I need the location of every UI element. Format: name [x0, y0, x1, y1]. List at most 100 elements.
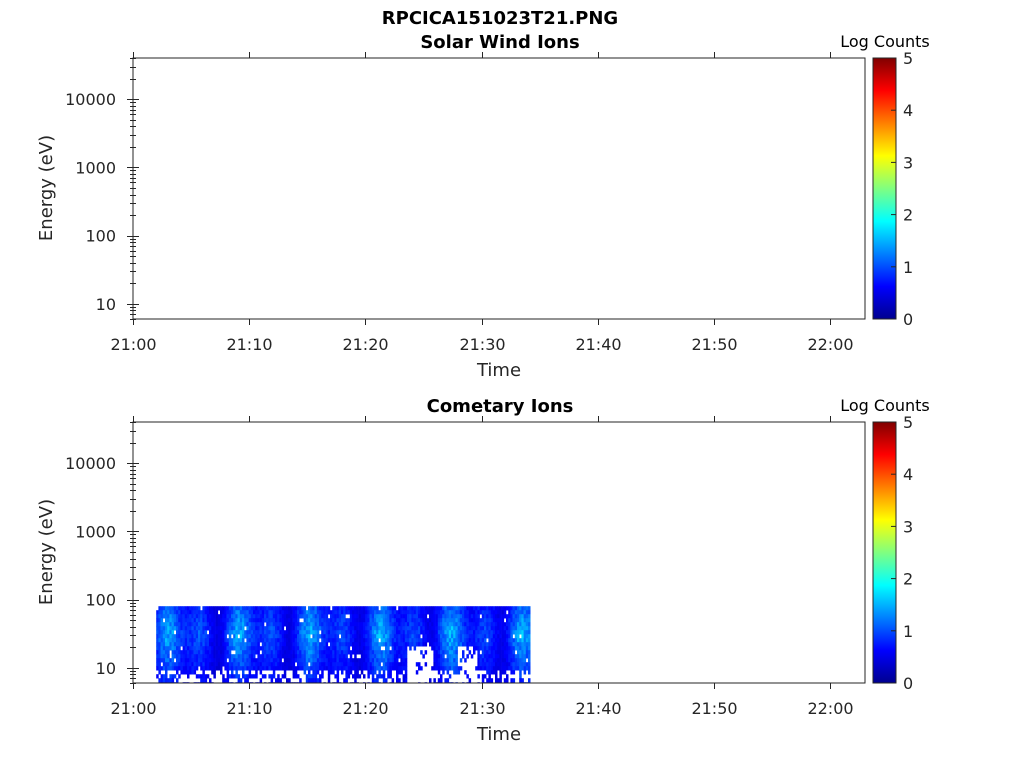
heatmap-cell	[319, 650, 322, 655]
heatmap-cell	[407, 606, 410, 611]
heatmap-cell	[508, 658, 511, 663]
heatmap-cell	[160, 622, 164, 627]
heatmap-cell	[266, 642, 269, 647]
heatmap-cell	[310, 674, 313, 679]
heatmap-cell	[398, 662, 401, 667]
heatmap-cell	[433, 650, 436, 655]
heatmap-cell	[171, 630, 175, 635]
heatmap-cell	[231, 658, 234, 663]
heatmap-cell	[429, 614, 432, 619]
heatmap-cell	[475, 622, 478, 627]
heatmap-cell	[523, 634, 527, 639]
heatmap-cell	[338, 610, 342, 615]
heatmap-cell	[508, 646, 511, 651]
heatmap-cell	[466, 614, 469, 619]
heatmap-cell	[336, 674, 340, 679]
heatmap-cell	[169, 666, 172, 671]
heatmap-cell	[178, 626, 181, 631]
heatmap-cell	[365, 638, 368, 643]
heatmap-cell	[497, 634, 500, 639]
heatmap-cell	[275, 606, 278, 611]
heatmap-cell	[484, 626, 487, 631]
heatmap-cell	[462, 622, 465, 627]
heatmap-cell	[398, 630, 401, 635]
heatmap-cell	[343, 626, 346, 631]
heatmap-cell	[162, 614, 166, 619]
heatmap-cell	[499, 622, 502, 627]
heatmap-cell	[402, 674, 406, 679]
heatmap-cell	[354, 622, 357, 627]
heatmap-cell	[288, 642, 291, 647]
heatmap-cell	[341, 658, 344, 663]
x-axis: 21:00 21:10 21:20 21:30 21:40 21:50 22:00	[110, 52, 854, 354]
heatmap-cell	[393, 622, 397, 627]
heatmap-cell	[336, 606, 340, 611]
heatmap-cell	[308, 654, 311, 659]
heatmap-cell	[523, 622, 527, 627]
heatmap-cell	[492, 626, 496, 631]
heatmap-cell	[314, 606, 318, 611]
heatmap-cell	[517, 650, 520, 655]
heatmap-cell	[332, 670, 335, 675]
heatmap-cell	[167, 642, 170, 647]
heatmap-cell	[437, 662, 441, 667]
heatmap-cell	[213, 614, 216, 619]
heatmap-cell	[202, 662, 205, 667]
heatmap-cell	[433, 654, 436, 659]
heatmap-cell	[490, 610, 494, 615]
heatmap-cell	[510, 634, 513, 639]
heatmap-cell	[446, 610, 450, 615]
heatmap-cell	[457, 666, 461, 671]
heatmap-cell	[492, 646, 496, 651]
heatmap-cell	[187, 638, 190, 643]
heatmap-cell	[345, 658, 348, 663]
heatmap-cell	[521, 638, 524, 643]
heatmap-cell	[519, 670, 522, 675]
heatmap-cell	[261, 646, 265, 651]
heatmap-cell	[277, 626, 280, 631]
heatmap-cell	[162, 662, 166, 667]
heatmap-cell	[365, 662, 368, 667]
heatmap-cell	[158, 666, 161, 671]
heatmap-cell	[253, 646, 256, 651]
heatmap-cell	[517, 662, 520, 667]
heatmap-cell	[160, 646, 164, 651]
heatmap-cell	[356, 606, 359, 611]
heatmap-cell	[391, 622, 395, 627]
heatmap-cell	[525, 654, 529, 659]
heatmap-cell	[250, 638, 254, 643]
heatmap-cell	[503, 610, 507, 615]
heatmap-cell	[382, 642, 386, 647]
heatmap-cell	[193, 618, 197, 623]
heatmap-cell	[470, 654, 474, 659]
heatmap-cell	[316, 626, 320, 631]
heatmap-cell	[521, 606, 524, 611]
heatmap-cell	[510, 650, 513, 655]
heatmap-cell	[347, 658, 351, 663]
heatmap-cell	[187, 666, 190, 671]
heatmap-cell	[294, 630, 298, 635]
heatmap-cell	[178, 654, 181, 659]
heatmap-cell	[473, 642, 476, 647]
heatmap-cell	[217, 658, 221, 663]
heatmap-cell	[426, 630, 430, 635]
heatmap-cell	[336, 610, 340, 615]
heatmap-cell	[389, 662, 392, 667]
heatmap-cell	[409, 618, 412, 623]
heatmap-cell	[431, 634, 434, 639]
heatmap-cell	[250, 666, 254, 671]
heatmap-cell	[235, 646, 238, 651]
heatmap-cell	[459, 642, 463, 647]
heatmap-cell	[206, 646, 210, 651]
heatmap-cell	[235, 658, 238, 663]
heatmap-cell	[204, 646, 208, 651]
heatmap-cell	[512, 678, 516, 683]
heatmap-cell	[308, 650, 311, 655]
heatmap-cell	[356, 626, 359, 631]
heatmap-cell	[187, 654, 190, 659]
heatmap-cell	[233, 658, 236, 663]
heatmap-cell	[510, 642, 513, 647]
heatmap-cell	[167, 614, 170, 619]
heatmap-cell	[206, 634, 210, 639]
